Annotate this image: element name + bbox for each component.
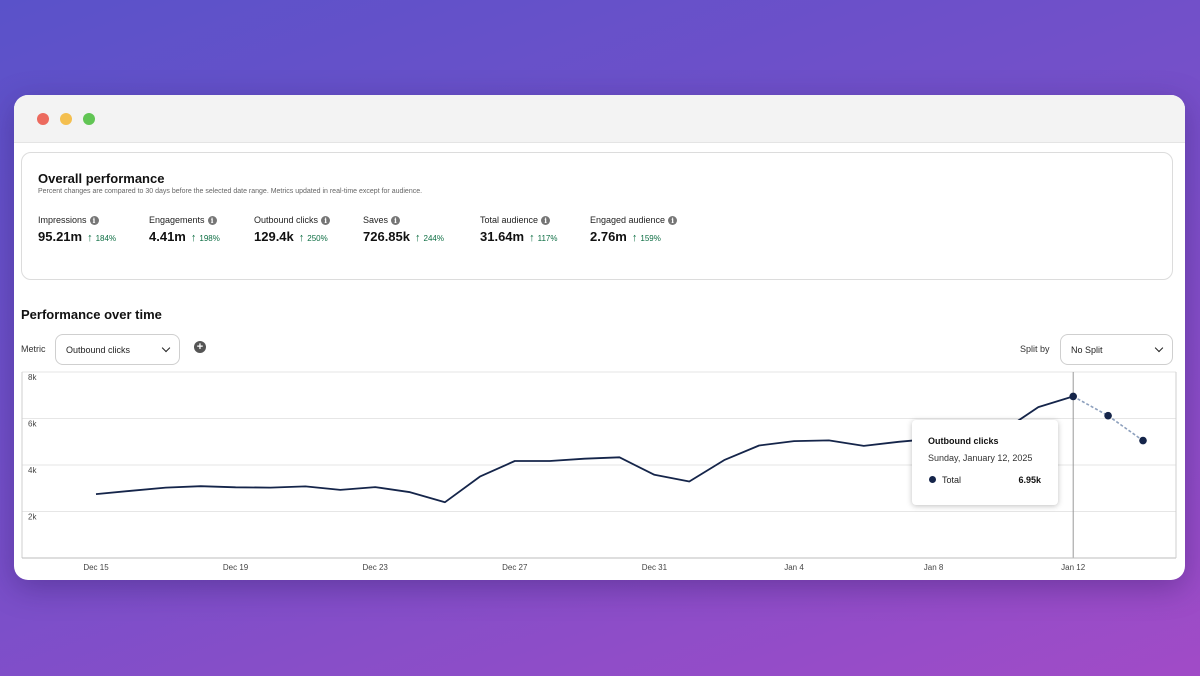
arrow-up-icon: ↑ <box>415 232 421 244</box>
maximize-window-button[interactable] <box>83 112 95 125</box>
overall-performance-title: Overall performance <box>38 171 165 186</box>
minimize-window-button[interactable] <box>60 112 72 125</box>
y-tick-label: 2k <box>28 513 37 522</box>
split-by-caption: Split by <box>1020 344 1050 354</box>
metric-value: 4.41m <box>149 229 186 244</box>
data-point[interactable] <box>1104 411 1112 420</box>
title-bar <box>14 95 1185 143</box>
metric-value: 2.76m <box>590 229 627 244</box>
metric-label: Engagements <box>149 215 205 225</box>
tooltip-series-label: Total <box>942 475 962 485</box>
metric-label: Saves <box>363 215 389 225</box>
metric-engaged-audience[interactable]: Engaged audience i 2.76m ↑ 159% <box>590 215 678 244</box>
split-select-value: No Split <box>1071 344 1103 355</box>
info-icon[interactable]: i <box>541 215 551 225</box>
app-window: Overall performance Percent changes are … <box>14 95 1185 580</box>
metric-select[interactable]: Outbound clicks <box>55 334 180 365</box>
arrow-up-icon: ↑ <box>87 232 93 244</box>
performance-over-time-title: Performance over time <box>21 307 162 322</box>
info-icon[interactable]: i <box>89 215 99 225</box>
data-point[interactable] <box>1139 436 1147 445</box>
metric-saves[interactable]: Saves i 726.85k ↑ 244% <box>363 215 444 244</box>
overall-performance-subtitle: Percent changes are compared to 30 days … <box>38 188 423 195</box>
x-tick-label: Dec 31 <box>642 563 668 572</box>
metric-engagements[interactable]: Engagements i 4.41m ↑ 198% <box>149 215 220 244</box>
metric-label: Outbound clicks <box>254 215 319 225</box>
metric-value: 726.85k <box>363 229 410 244</box>
y-tick-label: 8k <box>28 373 37 382</box>
info-icon[interactable]: i <box>391 215 401 225</box>
metric-select-value: Outbound clicks <box>66 344 131 355</box>
metric-change: 250% <box>307 234 328 243</box>
performance-chart: 2k 4k 6k 8k Dec 15 Dec 19 Dec 23 Dec 27 Dec 31 Ja… <box>21 371 1177 572</box>
metric-label: Engaged audience <box>590 215 666 225</box>
series-line-total <box>95 395 1074 504</box>
metric-change: 117% <box>537 234 558 243</box>
x-tick-label: Dec 23 <box>363 563 389 572</box>
add-metric-icon[interactable]: + <box>194 341 206 353</box>
y-tick-label: 4k <box>28 466 37 475</box>
info-icon[interactable]: i <box>668 215 678 225</box>
arrow-up-icon: ↑ <box>298 232 305 244</box>
tooltip-date: Sunday, January 12, 2025 <box>928 453 1033 463</box>
x-tick-label: Jan 12 <box>1061 563 1086 572</box>
metric-label: Total audience <box>480 215 539 225</box>
metric-outbound-clicks[interactable]: Outbound clicks i 129.4k ↑ 250% <box>254 215 331 244</box>
metric-caption: Metric <box>21 344 46 354</box>
metric-value: 95.21m <box>38 229 83 244</box>
metric-total-audience[interactable]: Total audience i 31.64m ↑ 117% <box>480 215 557 244</box>
data-point[interactable] <box>1069 392 1077 401</box>
y-tick-label: 6k <box>28 420 37 429</box>
x-tick-label: Jan 8 <box>924 563 944 572</box>
info-icon[interactable]: i <box>207 215 217 225</box>
tooltip-title: Outbound clicks <box>928 436 999 446</box>
chevron-down-icon <box>1154 343 1164 353</box>
chevron-down-icon <box>161 343 171 353</box>
metric-change: 159% <box>640 234 661 243</box>
metric-change: 244% <box>423 234 444 243</box>
arrow-up-icon: ↑ <box>631 232 638 244</box>
metric-label: Impressions <box>38 215 87 225</box>
arrow-up-icon: ↑ <box>190 232 197 244</box>
chart-tooltip: Outbound clicks Sunday, January 12, 2025… <box>912 420 1058 505</box>
overall-performance-card: Overall performance Percent changes are … <box>21 152 1173 280</box>
x-tick-label: Dec 15 <box>83 563 109 572</box>
split-select[interactable]: No Split <box>1060 334 1173 365</box>
metric-impressions[interactable]: Impressions i 95.21m ↑ 184% <box>38 215 116 244</box>
tooltip-series-value: 6.95k <box>1018 475 1041 485</box>
tooltip-series-marker <box>929 476 936 483</box>
info-icon[interactable]: i <box>321 215 331 225</box>
x-tick-label: Dec 19 <box>223 563 249 572</box>
metric-value: 31.64m <box>480 229 525 244</box>
arrow-up-icon: ↑ <box>529 232 535 244</box>
close-window-button[interactable] <box>37 112 49 125</box>
metric-change: 198% <box>199 234 220 243</box>
metric-value: 129.4k <box>254 229 294 244</box>
metric-change: 184% <box>95 234 117 243</box>
x-tick-label: Jan 4 <box>784 563 804 572</box>
x-tick-label: Dec 27 <box>502 563 528 572</box>
